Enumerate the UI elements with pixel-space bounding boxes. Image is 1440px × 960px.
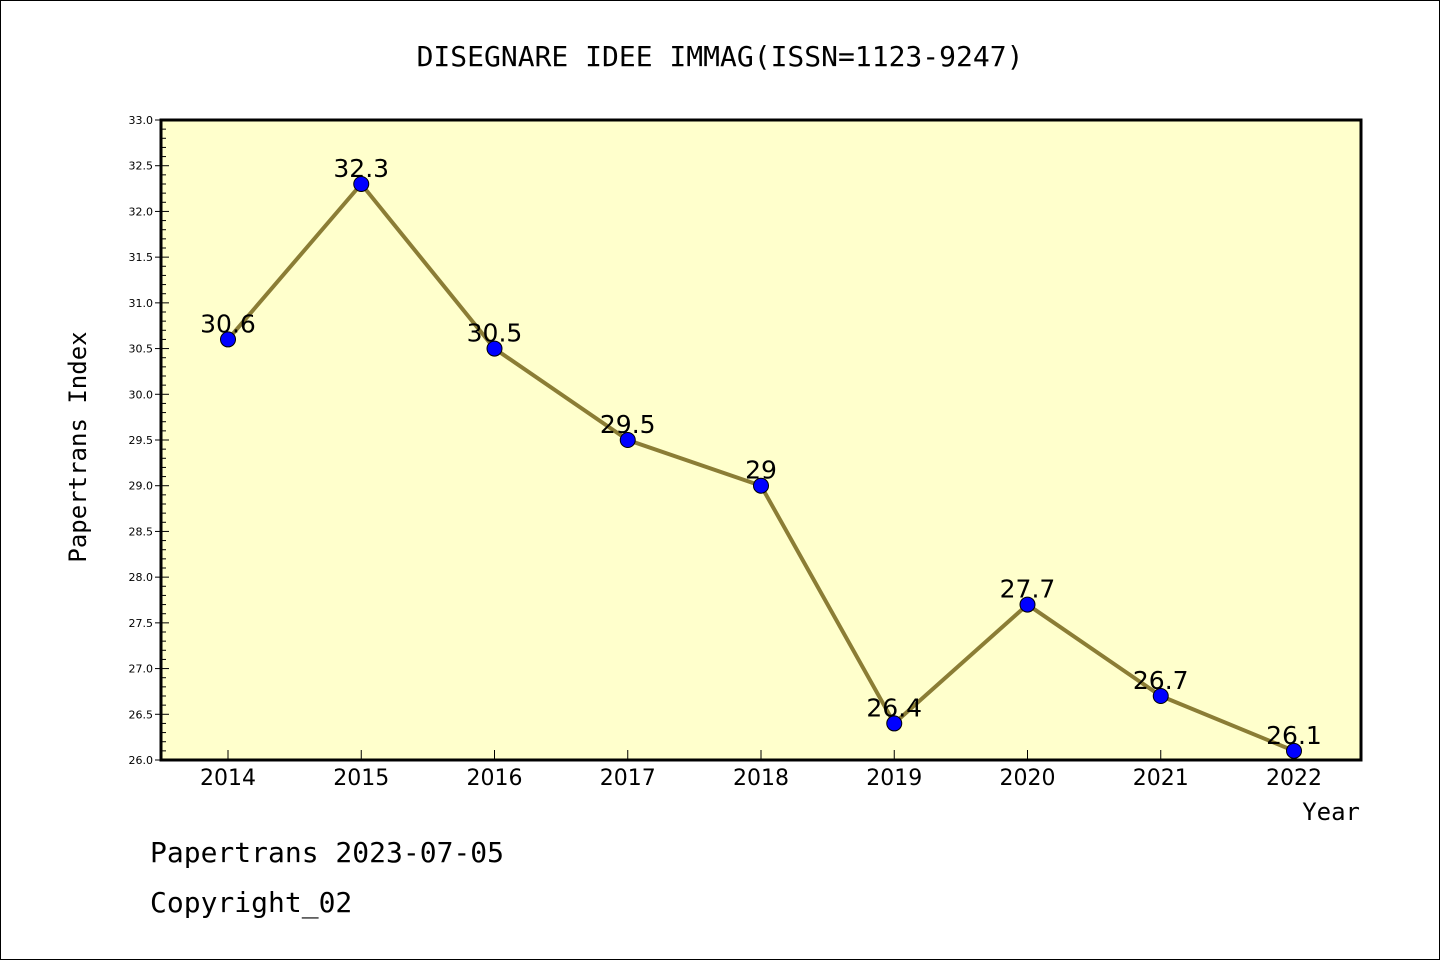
data-point — [886, 715, 903, 732]
y-tick-label: 26.0 — [129, 754, 154, 767]
data-label: 27.7 — [1000, 575, 1056, 604]
footer-copyright: Copyright_02 — [150, 886, 353, 919]
x-tick-label: 2015 — [333, 766, 389, 791]
data-label: 26.7 — [1133, 666, 1189, 695]
data-point — [753, 477, 769, 494]
data-label: 32.3 — [333, 154, 389, 183]
data-point — [353, 176, 370, 192]
data-label: 29.5 — [600, 410, 656, 439]
y-tick-label: 32.5 — [129, 160, 154, 173]
x-tick-label: 2016 — [467, 766, 523, 791]
data-labels: 30.6 32.3 30.5 29.5 29 26.4 27.7 26.7 26.1 — [200, 154, 1322, 750]
x-tick-label: 2017 — [600, 766, 656, 791]
data-label: 30.6 — [200, 309, 256, 338]
y-tick-label: 29.5 — [129, 434, 154, 447]
x-tick-label: 2022 — [1266, 766, 1322, 791]
x-tick-label: 2021 — [1133, 766, 1189, 791]
data-label: 26.4 — [866, 693, 922, 722]
footer-source: Papertrans 2023-07-05 — [150, 836, 505, 869]
y-tick-label: 28.5 — [129, 525, 154, 538]
data-label: 30.5 — [467, 319, 523, 348]
x-axis-label: Year — [1302, 798, 1360, 826]
data-point — [1152, 688, 1169, 704]
y-tick-label: 30.0 — [129, 388, 154, 401]
y-tick-label: 28.0 — [129, 571, 154, 584]
chart-title: DISEGNARE IDEE IMMAG(ISSN=1123-9247) — [417, 40, 1024, 73]
x-tick-label: 2014 — [200, 766, 256, 791]
y-tick-label: 29.0 — [129, 480, 154, 493]
data-label: 29 — [745, 456, 777, 485]
y-axis-label: Papertrans Index — [64, 331, 92, 562]
data-point — [220, 331, 236, 348]
y-tick-label: 31.5 — [129, 251, 154, 264]
plot-area — [159, 118, 1363, 762]
data-point — [1286, 742, 1302, 759]
data-point — [486, 340, 503, 357]
y-tick-label: 27.5 — [129, 617, 154, 630]
y-tick-label: 27.0 — [129, 663, 154, 676]
x-tick-label: 2019 — [866, 766, 922, 791]
series-points — [220, 176, 1302, 759]
x-tick-label: 2018 — [733, 766, 789, 791]
x-tick-label: 2020 — [1000, 766, 1056, 791]
y-tick-label: 26.5 — [129, 708, 154, 721]
y-tick-label: 31.0 — [129, 297, 154, 310]
y-tick-label: 30.5 — [129, 343, 154, 356]
data-point — [1019, 596, 1036, 613]
y-tick-label: 32.0 — [129, 205, 154, 218]
data-label: 26.1 — [1266, 721, 1322, 750]
y-tick-label: 33.0 — [129, 114, 154, 127]
x-axis: 2014 2015 2016 2017 2018 2019 2020 2021 2022 — [200, 750, 1322, 791]
y-axis: 26.0 26.5 27.0 27.5 28.0 28.5 29.0 29.5 30.0 30.5… — [129, 114, 169, 767]
data-point — [619, 432, 636, 448]
